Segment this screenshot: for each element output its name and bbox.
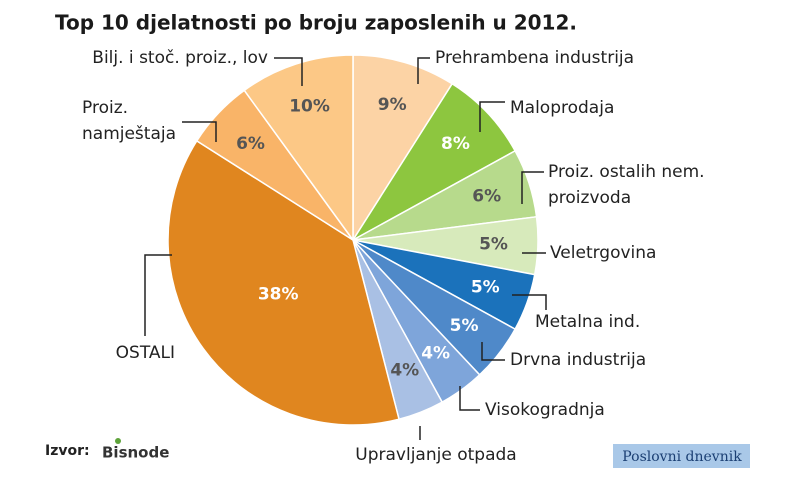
category-label: Drvna industrija (510, 350, 646, 370)
value-label: 9% (378, 95, 407, 115)
category-label: Veletrgovina (550, 243, 656, 263)
value-label: 4% (390, 361, 419, 381)
value-label: 5% (479, 234, 508, 254)
leader-line (481, 342, 505, 361)
category-label: Maloprodaja (510, 98, 614, 118)
value-label: 5% (471, 278, 500, 298)
pie-slice (352, 82, 517, 241)
category-label: Proiz. namještaja (82, 98, 176, 144)
pie-slice (352, 54, 454, 243)
logo-dot (115, 438, 121, 444)
category-label: Proiz. ostalih nem. proizvoda (548, 162, 705, 208)
leader-line (479, 101, 505, 132)
value-label: 6% (472, 187, 501, 207)
category-label: Metalna ind. (535, 312, 640, 332)
leader-line (144, 254, 172, 336)
category-label: Upravljanje otpada (355, 445, 516, 465)
value-label: 6% (236, 134, 265, 154)
value-label: 10% (289, 96, 330, 116)
value-label: 38% (258, 284, 299, 304)
category-label: OSTALI (116, 343, 175, 363)
leader-line (512, 294, 547, 310)
value-label: 4% (421, 344, 450, 364)
source: Bisnode (102, 444, 169, 462)
value-label: 5% (450, 316, 479, 336)
chart-title: Top 10 djelatnosti po broju zaposlenih u… (55, 11, 577, 35)
leader-line (274, 57, 303, 86)
leader-line (459, 386, 480, 411)
publisher: Poslovni dnevnik (622, 449, 742, 465)
value-label: 8% (441, 134, 470, 154)
leader-line (182, 121, 217, 142)
category-label: Visokogradnja (485, 400, 605, 420)
publisher-box (613, 444, 750, 468)
pie-slice (167, 139, 400, 426)
category-label: Bilj. i stoč. proiz., lov (92, 48, 268, 68)
leader-line (521, 171, 544, 204)
source-label: Izvor: (45, 443, 90, 459)
category-label: Prehrambena industrija (435, 48, 634, 68)
leader-line (417, 57, 430, 84)
pie-slice (243, 54, 354, 243)
